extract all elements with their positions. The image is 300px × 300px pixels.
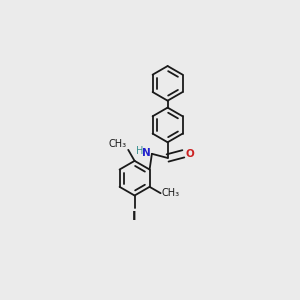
Text: N: N [142,148,151,158]
Text: CH₃: CH₃ [162,188,180,198]
Text: H: H [136,146,144,156]
Text: O: O [186,149,194,159]
Text: CH₃: CH₃ [109,139,127,149]
Text: I: I [132,210,137,223]
